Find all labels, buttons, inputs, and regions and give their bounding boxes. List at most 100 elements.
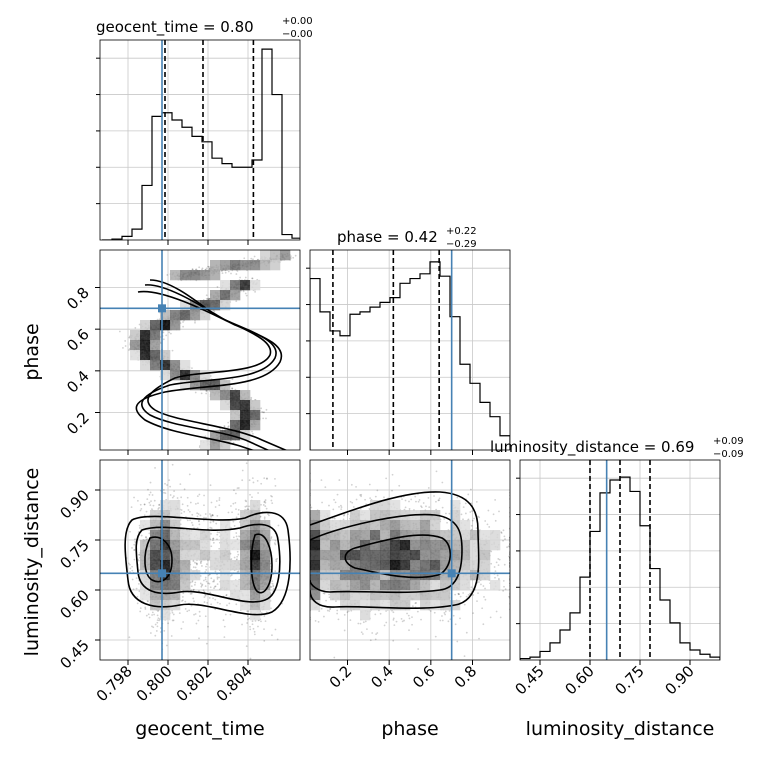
p10-density-cell bbox=[140, 340, 151, 351]
p20-sample bbox=[164, 482, 166, 485]
p10-sample bbox=[208, 268, 210, 271]
p20-sample bbox=[270, 499, 273, 502]
p10-sample bbox=[182, 321, 184, 323]
p20-sample bbox=[190, 585, 193, 587]
p20-sample bbox=[156, 625, 159, 628]
p20-sample bbox=[133, 549, 135, 551]
p20-sample bbox=[218, 576, 220, 579]
p20-sample bbox=[275, 560, 278, 563]
p20-sample bbox=[212, 537, 215, 540]
p10-sample bbox=[250, 398, 253, 401]
p10-density-cell bbox=[240, 420, 251, 431]
p20-sample bbox=[241, 623, 243, 626]
p20-sample bbox=[191, 513, 194, 516]
p20-sample bbox=[144, 606, 147, 609]
p20-sample bbox=[204, 571, 207, 573]
p10-sample bbox=[138, 323, 141, 326]
p10-density-cell bbox=[280, 250, 291, 261]
p20-sample bbox=[207, 574, 210, 577]
p10-sample bbox=[223, 426, 226, 428]
p20-sample bbox=[192, 588, 195, 591]
p10-density-cell bbox=[220, 400, 231, 411]
p20-sample bbox=[234, 502, 237, 504]
p20-sample bbox=[251, 496, 253, 499]
p10-density-cell bbox=[200, 380, 211, 391]
p20-sample bbox=[210, 527, 213, 530]
p10-sample bbox=[294, 254, 297, 257]
p10-sample bbox=[242, 290, 245, 293]
p10-sample bbox=[251, 277, 254, 280]
p20-sample bbox=[216, 577, 219, 580]
p10-density-cell bbox=[210, 430, 221, 441]
title-luminosity-distance-sub: −0.09 bbox=[713, 449, 744, 460]
p10-density-cell bbox=[260, 260, 271, 271]
p10-density-cell bbox=[160, 370, 171, 381]
p20-sample bbox=[145, 538, 148, 541]
p20-sample bbox=[251, 620, 254, 623]
p20-sample bbox=[196, 495, 199, 498]
p20-sample bbox=[203, 601, 206, 603]
p10-density-cell bbox=[160, 360, 171, 371]
p10-density-cell bbox=[220, 300, 231, 311]
p20-sample bbox=[223, 636, 226, 639]
p10-sample bbox=[227, 421, 230, 424]
p10-sample bbox=[195, 268, 198, 271]
p20-sample bbox=[171, 463, 174, 466]
p20-sample bbox=[230, 505, 232, 507]
p10-density-cell bbox=[230, 400, 241, 411]
p20-sample bbox=[196, 515, 199, 518]
p10-sample bbox=[292, 256, 295, 259]
p20-sample bbox=[263, 639, 266, 642]
p20-sample bbox=[145, 510, 148, 513]
p10-density-cell bbox=[220, 390, 231, 401]
p10-density-cell bbox=[160, 310, 171, 321]
p20-sample bbox=[198, 637, 200, 640]
p20-sample bbox=[157, 610, 159, 612]
p10-sample bbox=[244, 276, 247, 279]
p10-sample bbox=[243, 257, 246, 260]
p20-sample bbox=[241, 479, 244, 482]
p10-density-cell bbox=[250, 260, 261, 271]
p10-sample bbox=[227, 426, 229, 429]
p20-sample bbox=[213, 587, 215, 590]
p20-sample bbox=[169, 494, 172, 496]
p10-sample bbox=[134, 326, 137, 329]
p20-sample bbox=[184, 608, 187, 610]
p20-sample bbox=[198, 493, 201, 496]
p20-sample bbox=[171, 619, 174, 622]
p20-sample bbox=[204, 585, 207, 588]
p10-sample bbox=[235, 300, 238, 303]
p20-sample bbox=[260, 503, 262, 506]
p10-density-cell bbox=[170, 270, 181, 281]
p20-sample bbox=[143, 503, 146, 506]
p20-sample bbox=[173, 490, 176, 493]
p20-sample bbox=[271, 495, 273, 498]
p20-sample bbox=[263, 501, 266, 503]
p10-density-cell bbox=[230, 260, 241, 271]
p20-sample bbox=[232, 536, 235, 539]
p10-sample bbox=[232, 441, 235, 444]
p20-sample bbox=[246, 508, 249, 511]
p20-sample bbox=[244, 505, 247, 508]
p10-density-cell bbox=[200, 300, 211, 311]
p10-density-cell bbox=[130, 350, 141, 361]
p10-sample bbox=[204, 435, 207, 438]
p10-density-cell bbox=[230, 290, 241, 301]
p20-sample bbox=[146, 498, 149, 501]
p10-sample bbox=[124, 345, 127, 347]
p10-sample bbox=[220, 270, 223, 272]
p10-density-cell bbox=[210, 270, 221, 281]
p20-sample bbox=[271, 634, 273, 637]
p20-sample bbox=[128, 636, 131, 639]
p10-sample bbox=[263, 411, 266, 414]
p10-sample bbox=[162, 331, 165, 334]
p20-sample bbox=[264, 499, 267, 501]
p20-sample bbox=[196, 563, 198, 566]
p20-sample bbox=[230, 558, 233, 560]
p10-sample bbox=[240, 289, 242, 292]
p20-sample bbox=[263, 628, 265, 631]
p20-sample bbox=[164, 492, 167, 495]
p20-sample bbox=[225, 594, 228, 597]
p10-density-cell bbox=[220, 290, 231, 301]
p20-sample bbox=[211, 514, 214, 517]
